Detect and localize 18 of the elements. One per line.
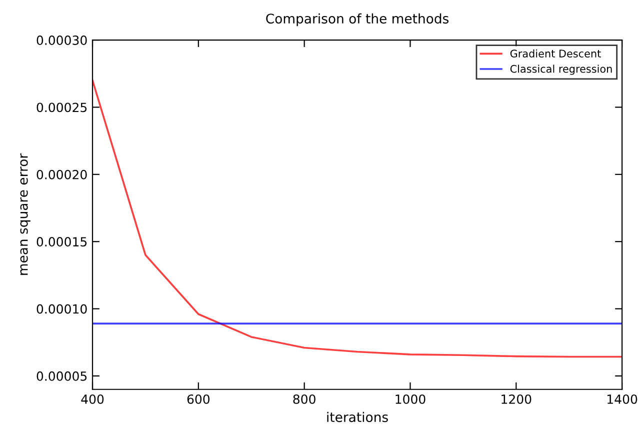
x-tick-label: 1000 xyxy=(396,394,426,404)
x-axis-title: iterations xyxy=(327,412,388,422)
legend-label: Gradient Descent xyxy=(510,49,601,58)
x-tick-label: 1400 xyxy=(608,394,638,404)
y-tick-label: 0.00025 xyxy=(36,102,87,112)
y-axis-title: mean square error xyxy=(20,153,30,275)
y-tick-label: 0.00030 xyxy=(36,36,87,45)
y-tick-label: 0.00015 xyxy=(36,237,87,247)
x-tick-label: 1200 xyxy=(502,394,532,404)
y-tick-label: 0.00010 xyxy=(36,304,87,314)
x-tick-label: 800 xyxy=(293,394,316,404)
line-series xyxy=(92,79,622,358)
chart-title: Comparison of the methods xyxy=(266,13,449,26)
x-tick-label: 400 xyxy=(81,394,104,404)
y-tick-label: 0.00020 xyxy=(36,170,87,180)
x-tick-label: 600 xyxy=(187,394,210,404)
y-tick-label: 0.00005 xyxy=(36,371,87,381)
legend-label: Classical regression xyxy=(510,64,612,75)
